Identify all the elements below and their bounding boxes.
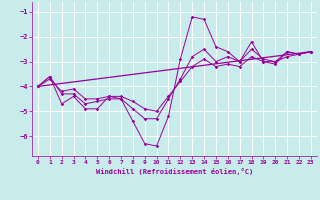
X-axis label: Windchill (Refroidissement éolien,°C): Windchill (Refroidissement éolien,°C) (96, 168, 253, 175)
